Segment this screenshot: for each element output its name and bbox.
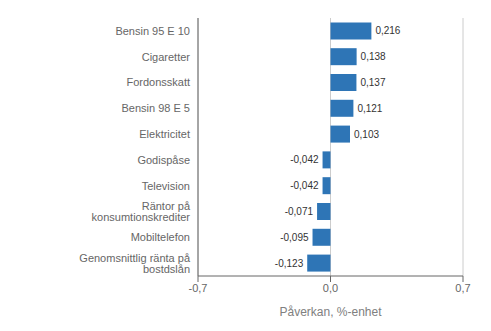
svg-text:0,137: 0,137 (360, 77, 385, 88)
svg-text:Cigaretter: Cigaretter (142, 51, 191, 63)
svg-text:-0,071: -0,071 (285, 206, 314, 217)
svg-text:Bensin 98 E 5: Bensin 98 E 5 (122, 102, 191, 114)
svg-text:0,121: 0,121 (357, 103, 382, 114)
svg-text:0,0: 0,0 (323, 282, 338, 294)
svg-text:Television: Television (142, 180, 190, 192)
svg-text:Mobiltelefon: Mobiltelefon (131, 231, 190, 243)
svg-text:-0,7: -0,7 (189, 282, 208, 294)
svg-text:0,7: 0,7 (455, 282, 470, 294)
svg-text:Godispåse: Godispåse (137, 154, 190, 166)
svg-text:-0,042: -0,042 (290, 154, 319, 165)
svg-text:-0,095: -0,095 (280, 232, 309, 243)
svg-text:-0,123: -0,123 (275, 258, 304, 269)
svg-text:0,216: 0,216 (375, 25, 400, 36)
svg-text:Bensin 95 E 10: Bensin 95 E 10 (115, 25, 190, 37)
svg-text:-0,042: -0,042 (290, 180, 319, 191)
svg-text:Påverkan, %-enhet: Påverkan, %-enhet (279, 305, 382, 319)
svg-text:0,138: 0,138 (361, 51, 386, 62)
svg-text:Fordonsskatt: Fordonsskatt (126, 76, 190, 88)
svg-text:Elektricitet: Elektricitet (139, 128, 190, 140)
svg-text:0,103: 0,103 (354, 129, 379, 140)
svg-text:Genomsnittlig ränta påbostdslå: Genomsnittlig ränta påbostdslån (79, 252, 191, 275)
svg-text:Räntor påkonsumtionskrediter: Räntor påkonsumtionskrediter (92, 200, 191, 223)
